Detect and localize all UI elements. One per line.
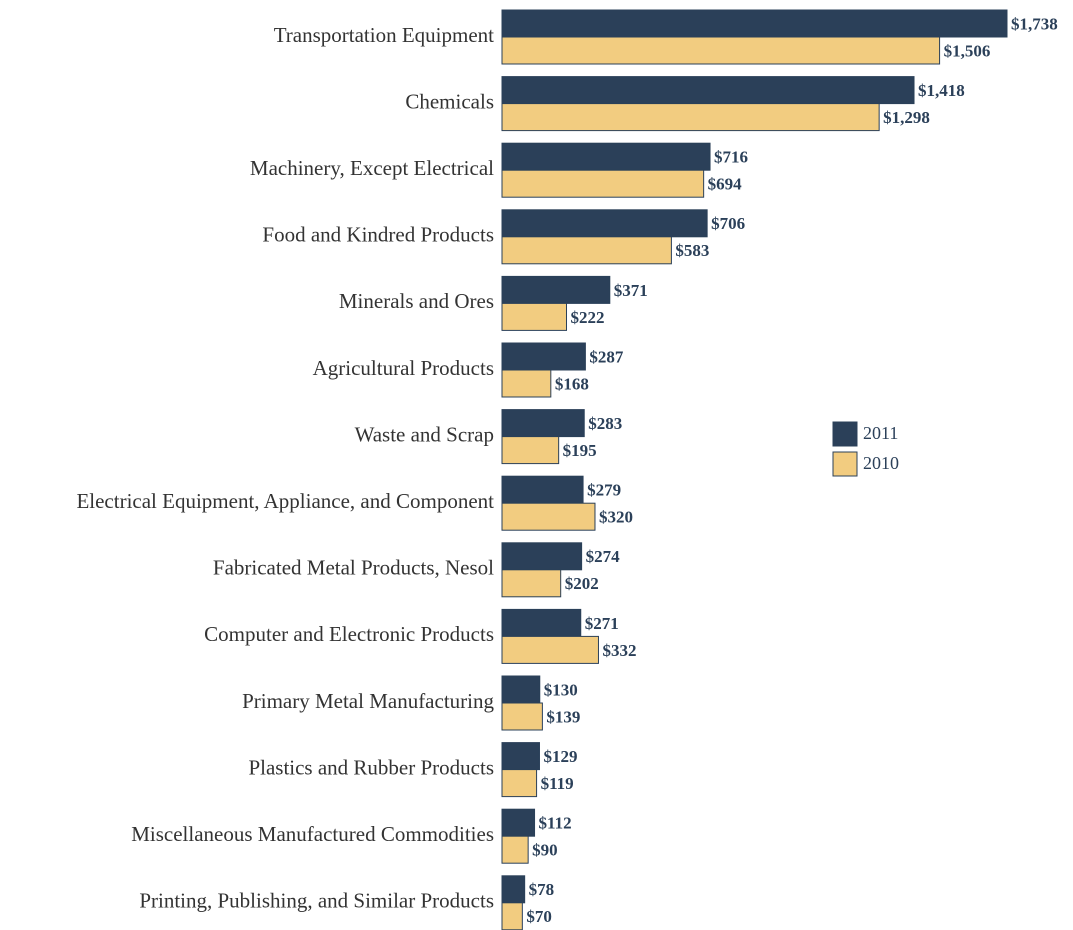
- value-label: $130: [544, 680, 578, 699]
- category-label: Printing, Publishing, and Similar Produc…: [139, 889, 494, 913]
- category-label: Electrical Equipment, Appliance, and Com…: [76, 489, 494, 513]
- bar: [501, 475, 584, 504]
- legend-swatch: [832, 451, 858, 477]
- category-label: Food and Kindred Products: [262, 223, 494, 247]
- legend-label: 2010: [863, 453, 899, 473]
- value-label: $320: [599, 508, 633, 527]
- value-label: $78: [529, 880, 555, 899]
- bar: [501, 702, 543, 731]
- value-label: $271: [585, 614, 619, 633]
- value-label: $1,418: [918, 81, 965, 100]
- category-label: Chemicals: [405, 89, 494, 113]
- value-label: $332: [602, 641, 636, 660]
- bar: [501, 369, 552, 398]
- value-label: $1,298: [883, 108, 930, 127]
- value-label: $168: [555, 374, 589, 393]
- bar: [501, 36, 941, 65]
- category-label: Minerals and Ores: [339, 289, 494, 313]
- bar: [501, 436, 560, 465]
- value-label: $694: [708, 175, 743, 194]
- bar: [501, 808, 536, 837]
- bar: [501, 675, 541, 704]
- value-label: $274: [586, 547, 621, 566]
- category-label: Waste and Scrap: [355, 422, 494, 446]
- bar: [501, 502, 596, 531]
- value-label: $706: [711, 214, 745, 233]
- bar: [501, 302, 568, 331]
- value-label: $371: [614, 281, 648, 300]
- bar: [501, 769, 538, 798]
- category-label: Plastics and Rubber Products: [248, 755, 494, 779]
- bar: [501, 875, 526, 904]
- category-label: Machinery, Except Electrical: [250, 156, 494, 180]
- category-label: Primary Metal Manufacturing: [242, 689, 494, 713]
- value-label: $1,738: [1011, 14, 1058, 33]
- value-label: $583: [675, 241, 709, 260]
- value-label: $202: [565, 574, 599, 593]
- category-label: Fabricated Metal Products, Nesol: [213, 556, 494, 580]
- value-label: $90: [532, 841, 558, 860]
- legend-label: 2011: [863, 423, 898, 443]
- bar: [501, 542, 583, 571]
- value-label: $119: [541, 774, 574, 793]
- bar: [501, 209, 708, 238]
- category-label: Miscellaneous Manufactured Commodities: [131, 822, 494, 846]
- bar: [501, 103, 880, 132]
- value-label: $1,506: [944, 41, 991, 60]
- bar: [501, 9, 1008, 38]
- value-label: $129: [543, 747, 577, 766]
- value-label: $70: [526, 907, 552, 926]
- category-label: Transportation Equipment: [274, 23, 494, 47]
- bar: [501, 275, 611, 304]
- bar: [501, 342, 586, 371]
- value-label: $139: [546, 707, 580, 726]
- bar: [501, 142, 711, 171]
- category-label: Computer and Electronic Products: [204, 622, 494, 646]
- bar: [501, 569, 562, 598]
- bar: [501, 236, 672, 265]
- value-label: $279: [587, 481, 621, 500]
- bar: [501, 409, 585, 438]
- value-label: $283: [588, 414, 622, 433]
- value-label: $716: [714, 148, 748, 167]
- bar: [501, 742, 540, 771]
- category-label: Agricultural Products: [313, 356, 494, 380]
- bar: [501, 835, 529, 864]
- legend-swatch: [832, 421, 858, 447]
- value-label: $287: [589, 347, 624, 366]
- bar: [501, 76, 915, 105]
- value-label: $222: [571, 308, 605, 327]
- bar: [501, 608, 582, 637]
- bar: [501, 902, 523, 930]
- value-label: $195: [563, 441, 597, 460]
- bar: [501, 635, 599, 664]
- bar: [501, 169, 705, 198]
- value-label: $112: [539, 814, 572, 833]
